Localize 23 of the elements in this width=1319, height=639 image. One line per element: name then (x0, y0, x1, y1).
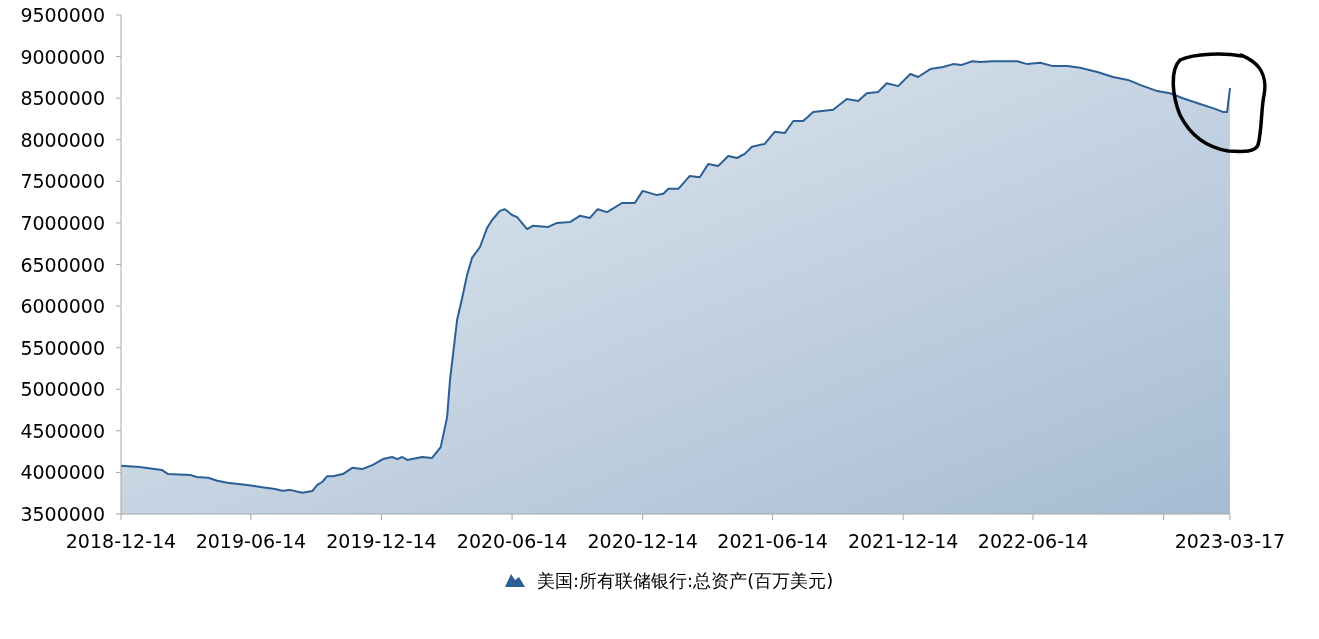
y-tick-label: 8000000 (20, 128, 105, 151)
y-tick-label: 9000000 (20, 45, 105, 68)
legend: 美国:所有联储银行:总资产(百万美元) (505, 570, 834, 591)
y-tick-label: 4000000 (20, 461, 105, 484)
x-tick-label: 2020-12-14 (587, 530, 698, 552)
y-tick-label: 6000000 (20, 295, 105, 318)
y-tick-label: 4500000 (20, 419, 105, 442)
y-tick-label: 5500000 (20, 336, 105, 359)
y-tick-label: 7000000 (20, 211, 105, 234)
x-tick-label: 2020-06-14 (456, 530, 568, 552)
x-tick-label: 2021-06-14 (717, 530, 828, 552)
x-tick-label: 2021-12-14 (847, 530, 959, 552)
x-tick-label: 2022-06-14 (977, 530, 1089, 552)
y-tick-label: 6500000 (20, 253, 105, 276)
y-tick-label: 8500000 (20, 87, 105, 110)
x-tick-label: 2019-12-14 (326, 530, 437, 552)
x-tick-label: 2023-03-17 (1174, 530, 1286, 552)
x-tick-label: 2019-06-14 (195, 530, 307, 552)
x-tick-label: 2018-12-14 (65, 530, 177, 552)
y-tick-label: 5000000 (20, 378, 105, 401)
y-tick-label: 9500000 (20, 4, 105, 26)
y-tick-label: 3500000 (20, 503, 105, 525)
y-tick-label: 7500000 (20, 170, 105, 193)
